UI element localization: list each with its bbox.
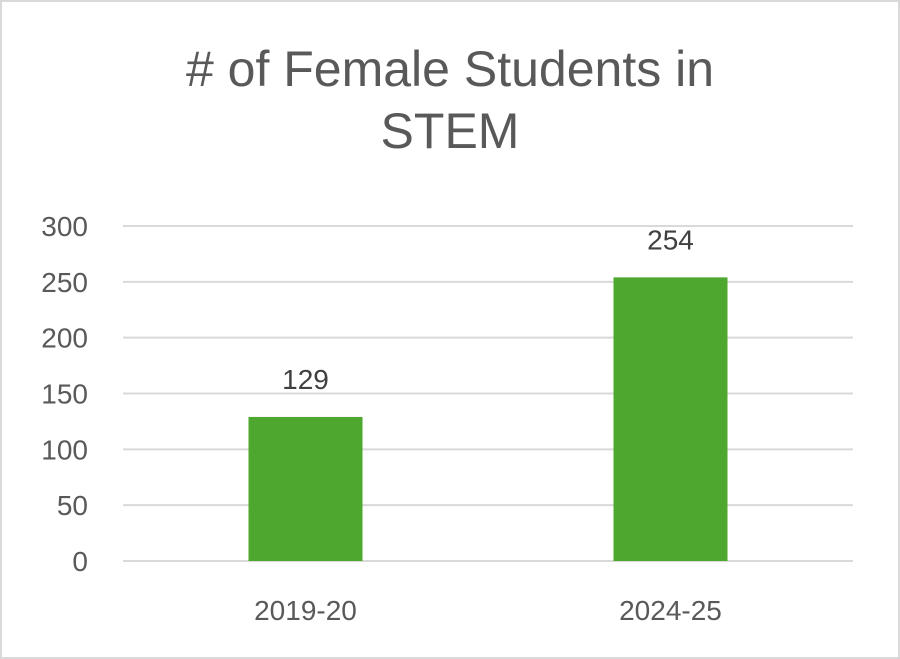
- data-labels: 129 254: [282, 224, 694, 395]
- gridlines: [123, 225, 853, 562]
- y-tick-label-50: 50: [57, 490, 88, 521]
- data-label-2019-20: 129: [282, 364, 329, 395]
- x-tick-label-2024-25: 2024-25: [619, 595, 722, 626]
- chart-title-line-2: STEM: [380, 103, 520, 159]
- chart-title: # of Female Students in STEM: [0, 38, 900, 162]
- bar-2019-20: [248, 416, 363, 561]
- y-axis-tick-labels: 0 50 100 150 200 250 300: [41, 211, 88, 577]
- y-tick-label-200: 200: [41, 323, 88, 354]
- bar-2024-25: [613, 277, 728, 561]
- data-label-2024-25: 254: [647, 224, 694, 255]
- y-tick-label-300: 300: [41, 211, 88, 242]
- x-axis-tick-labels: 2019-20 2024-25: [254, 595, 722, 626]
- y-tick-label-250: 250: [41, 267, 88, 298]
- y-tick-label-100: 100: [41, 434, 88, 465]
- y-tick-label-150: 150: [41, 379, 88, 410]
- y-tick-label-0: 0: [72, 546, 88, 577]
- chart-title-line-1: # of Female Students in: [185, 41, 715, 97]
- x-tick-label-2019-20: 2019-20: [254, 595, 357, 626]
- bars: [248, 277, 728, 561]
